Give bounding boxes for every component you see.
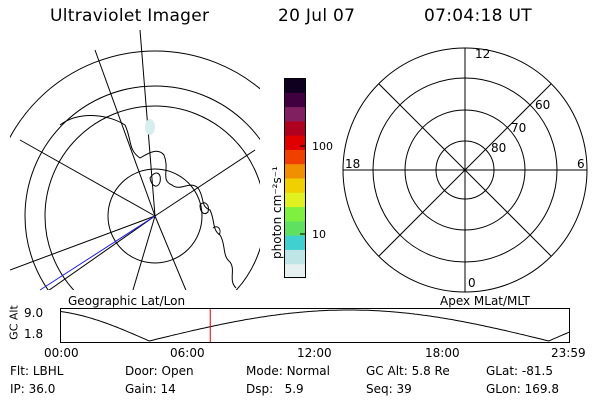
status-gc-alt: GC Alt: 5.8 Re (366, 364, 450, 378)
aurora-emission (145, 119, 155, 135)
xtick-0600: 06:00 (170, 346, 205, 360)
apex-polar-plot (342, 47, 588, 293)
mlt-label-18: 18 (345, 157, 361, 171)
geographic-caption: Geographic Lat/Lon (68, 294, 186, 308)
mlt-label-0: 0 (468, 276, 476, 290)
colorbar (284, 78, 306, 279)
lat-circle-inner (107, 168, 203, 264)
colorbar-band (284, 135, 306, 150)
xtick-1200: 12:00 (297, 346, 332, 360)
colorbar-band (284, 220, 306, 236)
altitude-ylabel: GC Alt (7, 305, 21, 340)
lat-circle-2 (44, 105, 260, 290)
coastline (59, 115, 237, 289)
colorbar-tick-10: 10 (312, 228, 326, 241)
status-glon: GLon: 169.8 (486, 382, 559, 396)
geographic-map (10, 30, 260, 291)
xtick-2359: 23:59 (551, 346, 586, 360)
xtick-0000: 00:00 (44, 346, 79, 360)
mlt-label-6: 6 (577, 157, 585, 171)
colorbar-band (284, 92, 306, 108)
mlat-label-70: 70 (511, 121, 527, 135)
instrument-title: Ultraviolet Imager (50, 6, 210, 26)
colorbar-band (284, 120, 306, 136)
colorbar-band (284, 149, 306, 165)
colorbar-band (284, 235, 306, 250)
colorbar-band (284, 106, 306, 122)
apex-caption: Apex MLat/MLT (440, 294, 530, 308)
status-dsp: Dsp: 5.9 (246, 382, 304, 396)
colorbar-band (284, 263, 306, 279)
colorbar-unit-label: photon cm⁻²s⁻¹ (270, 166, 284, 259)
colorbar-band (284, 78, 306, 93)
status-glat: GLat: -81.5 (486, 364, 553, 378)
altitude-curve (59, 309, 571, 342)
status-door: Door: Open (125, 364, 194, 378)
orbit-track (39, 215, 156, 291)
mlt-label-12: 12 (475, 47, 491, 61)
status-mode: Mode: Normal (246, 364, 330, 378)
mlat-label-60: 60 (535, 98, 551, 112)
colorbar-band (284, 206, 306, 222)
mlat-label-80: 80 (491, 141, 507, 155)
status-seq: Seq: 39 (366, 382, 412, 396)
lat-circle-4 (10, 50, 260, 139)
altitude-ymax: 9.0 (24, 306, 44, 320)
status-gain: Gain: 14 (125, 382, 176, 396)
colorbar-tick-100: 100 (312, 140, 333, 153)
date-label: 20 Jul 07 (278, 6, 356, 26)
altitude-plot (59, 308, 571, 343)
time-label: 07:04:18 UT (424, 6, 532, 26)
altitude-ymin: 1.8 (24, 327, 44, 341)
colorbar-band (284, 163, 306, 179)
xtick-1800: 18:00 (425, 346, 460, 360)
colorbar-band (284, 249, 306, 265)
lat-circle-3 (24, 85, 260, 290)
colorbar-band (284, 178, 306, 193)
status-flt: Flt: LBHL (10, 364, 64, 378)
colorbar-band (284, 192, 306, 208)
status-ip: IP: 36.0 (10, 382, 56, 396)
